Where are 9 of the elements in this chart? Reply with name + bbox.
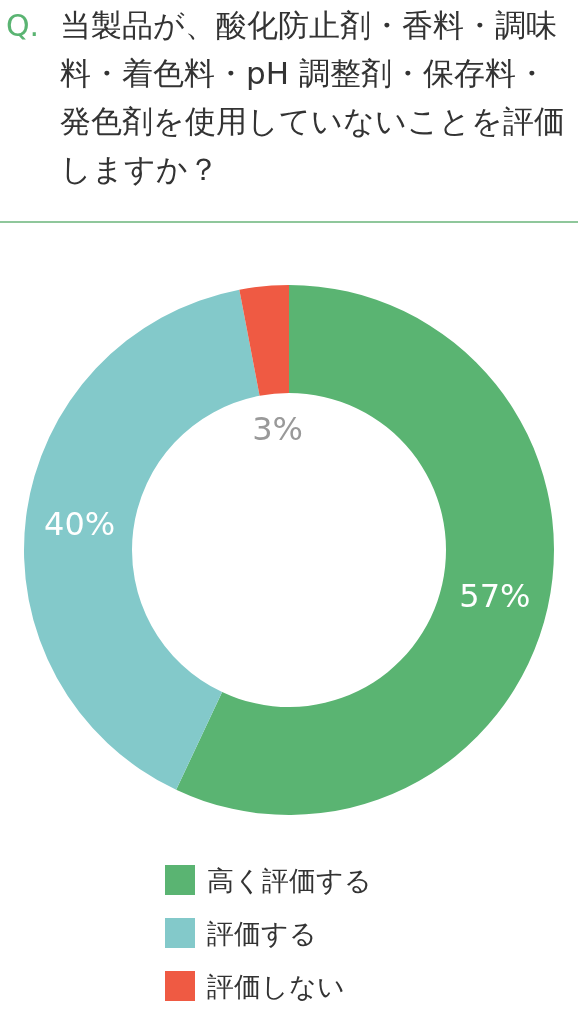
data-label: 3%	[252, 409, 303, 448]
data-label: 57%	[459, 577, 531, 616]
donut-slice	[239, 285, 289, 396]
legend-label: 評価しない	[207, 970, 345, 1002]
legend-label: 評価する	[207, 917, 317, 949]
donut-slice	[176, 285, 554, 815]
data-label: 40%	[44, 504, 116, 543]
legend-label: 高く評価する	[207, 864, 372, 896]
chart-title: Q. 当製品が、酸化防止剤・香料・調味料・着色料・pH 調整剤・保存料・発色剤を使用していないことを評価しますか？	[6, 7, 565, 187]
